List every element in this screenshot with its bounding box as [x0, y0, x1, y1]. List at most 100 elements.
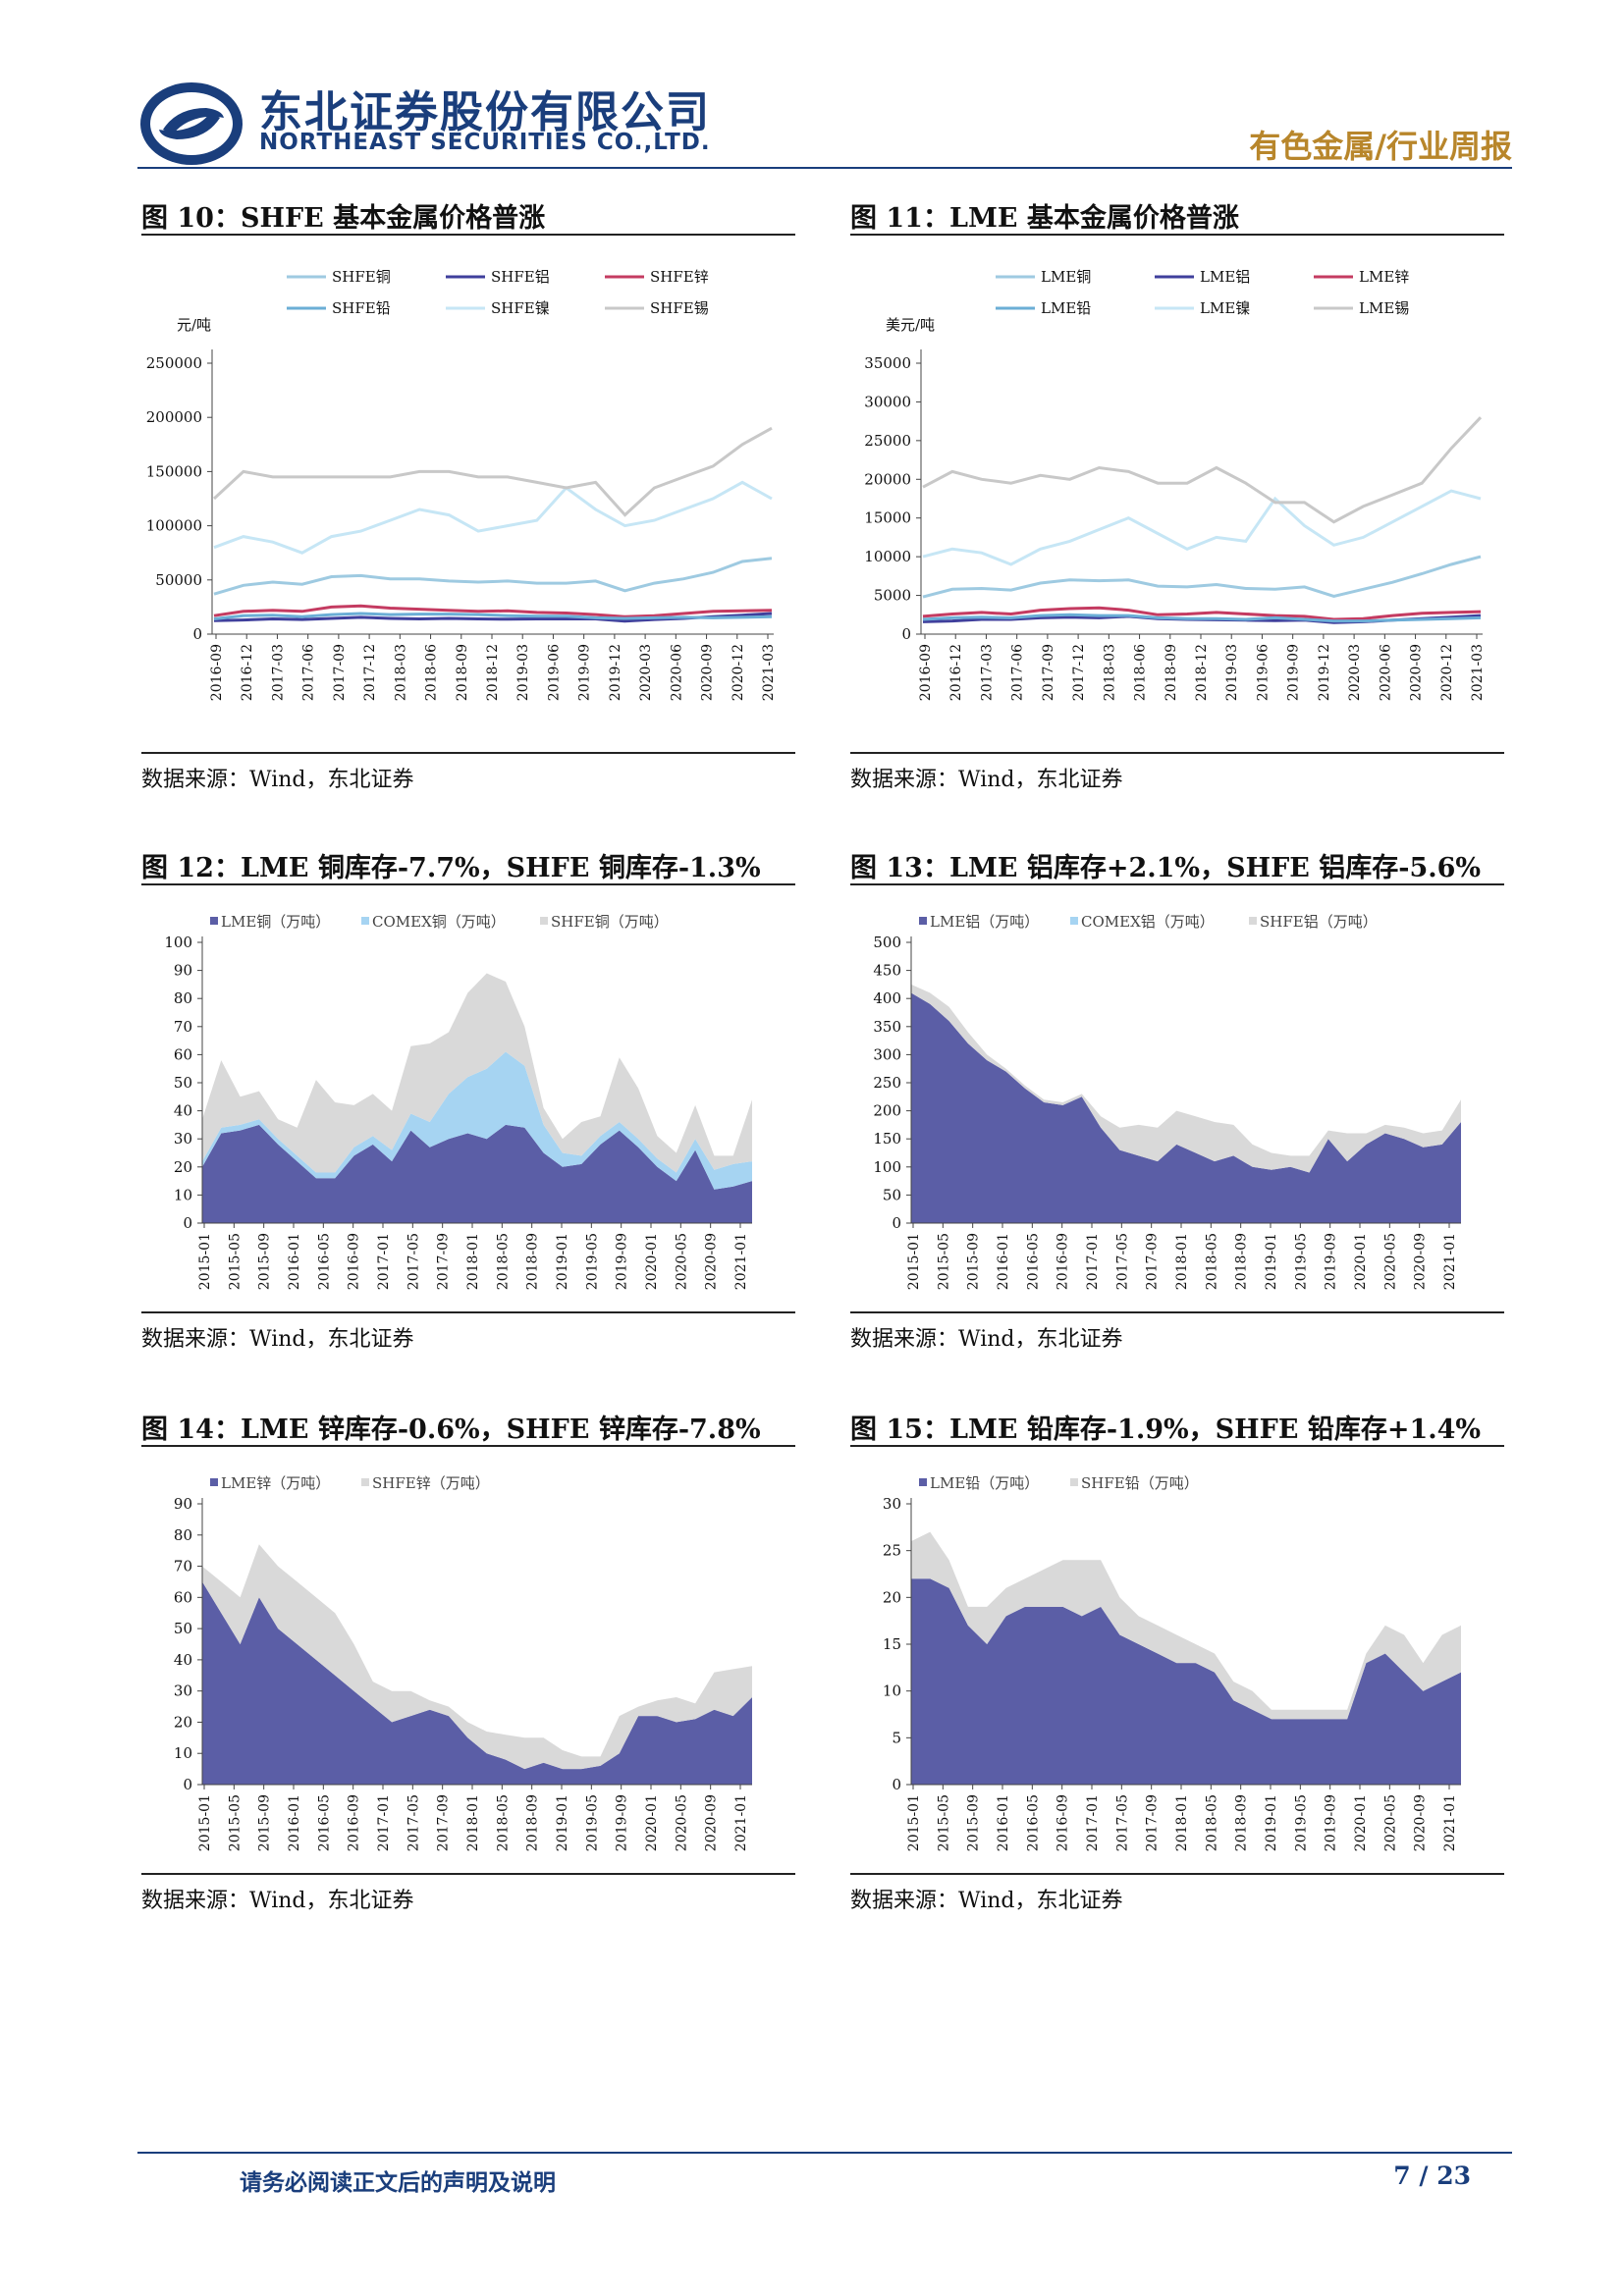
series-area	[911, 1531, 1461, 1720]
x-tick-label: 2019-01	[1264, 1233, 1279, 1290]
x-tick-label: 2017-03	[979, 644, 995, 701]
x-tick-label: 2021-01	[733, 1233, 749, 1290]
x-tick-label: 2020-03	[638, 644, 654, 701]
legend-label: SHFE铅	[332, 299, 391, 317]
x-tick-label: 2015-01	[197, 1233, 213, 1290]
y-tick-label: 60	[174, 1588, 192, 1606]
x-tick-label: 2015-05	[227, 1794, 243, 1851]
x-tick-label: 2019-01	[555, 1794, 570, 1851]
legend-swatch	[361, 917, 369, 925]
x-tick-label: 2016-09	[209, 644, 225, 701]
series-line	[213, 604, 773, 618]
x-tick-label: 2016-05	[1025, 1233, 1041, 1290]
x-tick-label: 2021-03	[1470, 644, 1486, 701]
y-tick-label: 30	[883, 1495, 901, 1513]
legend-label: LME铜	[1041, 268, 1091, 286]
x-tick-label: 2018-12	[1194, 644, 1210, 701]
x-tick-label: 2016-09	[347, 1233, 362, 1290]
legend-label: LME铜（万吨）	[221, 913, 330, 931]
x-tick-label: 2019-09	[615, 1233, 630, 1290]
company-logo	[137, 79, 245, 169]
x-tick-label: 2019-03	[1224, 644, 1240, 701]
y-tick-label: 300	[873, 1045, 901, 1063]
x-tick-label: 2019-06	[1255, 644, 1271, 701]
legend-label: LME镍	[1200, 299, 1250, 317]
figure-source: 数据来源：Wind，东北证券	[850, 768, 1123, 792]
x-tick-label: 2017-09	[1145, 1233, 1161, 1290]
y-tick-label: 10	[174, 1744, 192, 1762]
x-tick-label: 2019-09	[1286, 644, 1302, 701]
y-tick-label: 70	[174, 1558, 192, 1575]
x-tick-label: 2017-01	[1085, 1794, 1101, 1851]
figure-source: 数据来源：Wind，东北证券	[141, 1327, 414, 1352]
y-tick-label: 60	[174, 1045, 192, 1063]
y-tick-label: 5000	[874, 587, 911, 605]
series-area	[202, 1544, 752, 1770]
figure-title: 图 13：LME 铝库存+2.1%，SHFE 铝库存-5.6%	[850, 853, 1482, 883]
x-tick-label: 2019-05	[1293, 1794, 1309, 1851]
series-line	[213, 557, 773, 596]
series-area	[202, 1051, 752, 1190]
figure-title-rule	[141, 883, 795, 885]
x-tick-label: 2020-09	[1413, 1794, 1429, 1851]
y-tick-label: 50	[883, 1186, 901, 1203]
x-tick-label: 2018-01	[1174, 1794, 1190, 1851]
legend-label: SHFE铝	[491, 268, 550, 286]
x-tick-label: 2015-09	[257, 1233, 273, 1290]
company-name-en: NORTHEAST SECURITIES CO.,LTD.	[259, 130, 711, 155]
figure-bottom-rule	[141, 1311, 795, 1313]
x-tick-label: 2015-01	[906, 1794, 922, 1851]
x-tick-label: 2015-05	[936, 1794, 951, 1851]
x-tick-label: 2016-01	[287, 1794, 302, 1851]
series-line	[213, 480, 773, 555]
figure-title: 图 15：LME 铅库存-1.9%，SHFE 铅库存+1.4%	[850, 1415, 1482, 1445]
y-tick-label: 5	[892, 1729, 901, 1746]
x-tick-label: 2020-09	[1413, 1233, 1429, 1290]
x-tick-label: 2016-01	[287, 1233, 302, 1290]
inventory-area-chart: 0 10 20 30 40 50 60 70 80 90 2015-01 2015-05 2015-09…	[174, 1474, 752, 1851]
legend-swatch	[919, 1478, 927, 1486]
x-tick-label: 2017-05	[406, 1233, 421, 1290]
x-tick-label: 2020-06	[1378, 644, 1393, 701]
x-tick-label: 2019-09	[577, 644, 593, 701]
figure-title: 图 14：LME 锌库存-0.6%，SHFE 锌库存-7.8%	[141, 1415, 761, 1445]
x-tick-label: 2019-03	[515, 644, 531, 701]
series-line	[922, 555, 1482, 599]
legend-label: SHFE铝（万吨）	[1260, 913, 1378, 931]
y-tick-label: 25	[883, 1542, 901, 1560]
page-number: 7 / 23	[1393, 2162, 1471, 2190]
legend-label: SHFE锡	[650, 299, 709, 317]
y-axis-unit: 美元/吨	[886, 316, 935, 334]
x-tick-label: 2016-12	[240, 644, 255, 701]
x-tick-label: 2019-12	[1317, 644, 1332, 701]
legend-label: COMEX铝（万吨）	[1081, 913, 1215, 931]
y-tick-label: 350	[873, 1018, 901, 1036]
inventory-area-chart: 0 5 10 15 20 25 30 2015-01 2015-05 2015-09 2016-01…	[883, 1474, 1461, 1851]
x-tick-label: 2015-09	[966, 1233, 982, 1290]
x-tick-label: 2016-12	[948, 644, 964, 701]
y-tick-label: 0	[192, 625, 202, 643]
x-tick-label: 2017-12	[1071, 644, 1087, 701]
x-tick-label: 2018-12	[485, 644, 501, 701]
figure-source: 数据来源：Wind，东北证券	[141, 768, 414, 792]
x-tick-label: 2019-01	[555, 1233, 570, 1290]
x-tick-label: 2017-03	[270, 644, 286, 701]
legend-label: LME锌（万吨）	[221, 1474, 330, 1492]
x-tick-label: 2018-01	[465, 1233, 481, 1290]
legend-label: LME锌	[1359, 268, 1409, 286]
page-header: 东北证券股份有限公司 NORTHEAST SECURITIES CO.,LTD.…	[137, 71, 1512, 169]
x-tick-label: 2018-09	[1234, 1794, 1250, 1851]
series-area	[202, 973, 752, 1173]
y-tick-label: 90	[174, 1495, 192, 1513]
x-tick-label: 2018-09	[455, 644, 470, 701]
legend-label: LME铅（万吨）	[930, 1474, 1039, 1492]
legend-swatch	[210, 917, 218, 925]
x-tick-label: 2018-09	[525, 1233, 541, 1290]
y-tick-label: 90	[174, 962, 192, 980]
price-line-chart: 元/吨 0 50000 100000 150000 200000 250000 2016-09…	[146, 268, 777, 701]
y-tick-label: 450	[873, 962, 901, 980]
figure-title-rule	[141, 234, 795, 236]
series-line	[213, 612, 773, 620]
x-tick-label: 2021-01	[1442, 1233, 1458, 1290]
x-tick-label: 2017-09	[1145, 1794, 1161, 1851]
